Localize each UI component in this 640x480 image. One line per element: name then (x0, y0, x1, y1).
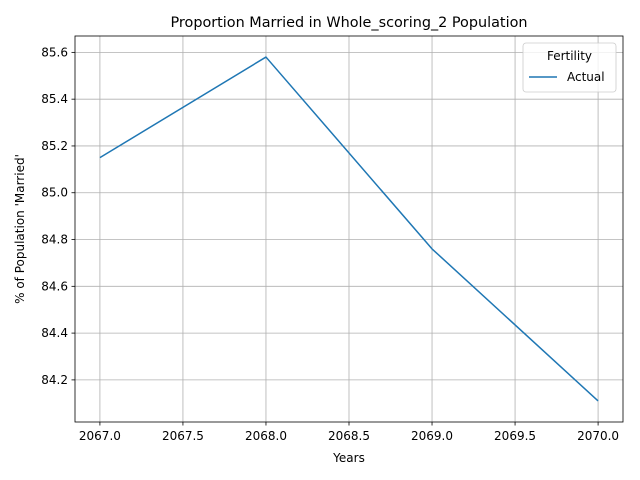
y-axis-label: % of Population 'Married' (13, 154, 27, 304)
y-tick-label: 85.0 (41, 186, 68, 200)
y-axis: 84.2 84.4 84.6 84.8 85.0 85.2 85.4 85.6 (41, 45, 75, 387)
x-tick-label: 2068.0 (245, 429, 287, 443)
x-axis: 2067.0 2067.5 2068.0 2068.5 2069.0 2069.5 2070… (79, 422, 619, 443)
legend-label-actual: Actual (567, 70, 605, 84)
x-tick-label: 2067.0 (79, 429, 121, 443)
series-layer (99, 56, 599, 402)
y-tick-label: 84.8 (41, 233, 68, 247)
legend: Fertility Actual (522, 42, 617, 93)
x-tick-label: 2069.0 (411, 429, 453, 443)
x-tick-label: 2070.0 (577, 429, 619, 443)
legend-box (522, 42, 617, 93)
legend-title: Fertility (547, 49, 592, 63)
y-tick-label: 84.6 (41, 279, 68, 293)
y-tick-label: 85.4 (41, 92, 68, 106)
x-tick-label: 2069.5 (494, 429, 536, 443)
x-tick-label: 2068.5 (328, 429, 370, 443)
y-tick-label: 84.4 (41, 326, 68, 340)
y-tick-label: 85.2 (41, 139, 68, 153)
series-line-actual (99, 56, 599, 402)
x-axis-label: Years (332, 451, 365, 465)
y-tick-label: 85.6 (41, 45, 68, 59)
y-tick-label: 84.2 (41, 373, 68, 387)
x-tick-label: 2067.5 (162, 429, 204, 443)
chart-title: Proportion Married in Whole_scoring_2 Po… (170, 15, 527, 31)
grid (75, 36, 623, 422)
